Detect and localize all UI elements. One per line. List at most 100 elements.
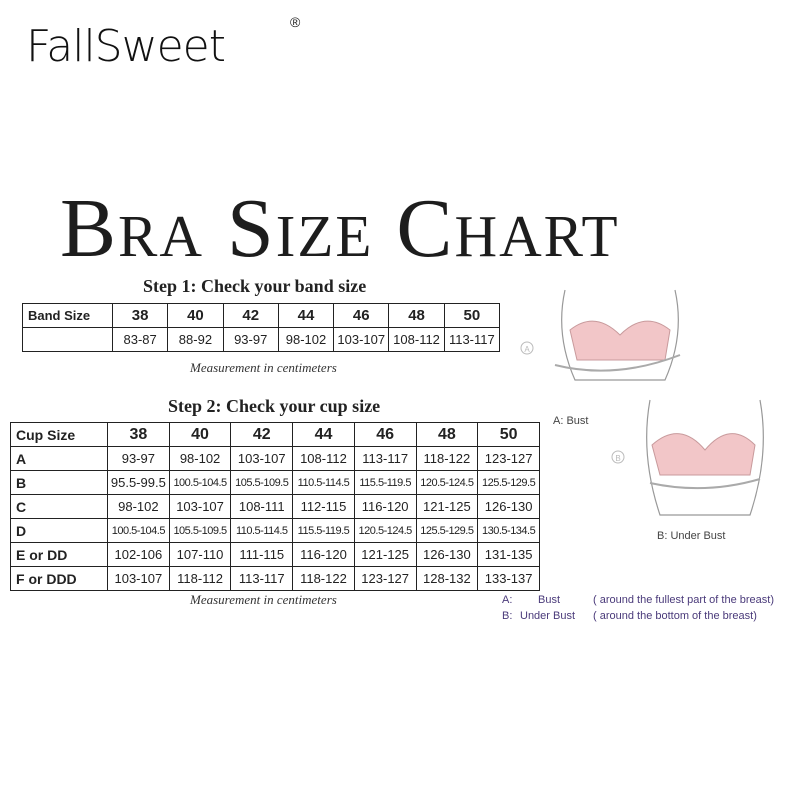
- footnote-desc: ( around the bottom of the breast): [593, 610, 757, 622]
- footnote-key: A:: [502, 594, 513, 606]
- size-cell: 46: [353, 422, 417, 447]
- marker-b: B: [615, 454, 620, 463]
- size-cell: 42: [222, 303, 279, 328]
- empty-cell: [22, 327, 113, 352]
- value-cell: 126-130: [477, 494, 540, 519]
- table-row: B 95.5-99.5 100.5-104.5 105.5-109.5 110.5-11…: [10, 470, 540, 495]
- value-cell: 98-102: [107, 494, 170, 519]
- size-cell: 44: [277, 303, 335, 328]
- value-cell: 105.5-109.5: [168, 518, 232, 543]
- value-cell: 110.5-114.5: [292, 470, 355, 495]
- step1-note: Measurement in centimeters: [190, 360, 337, 375]
- size-cell: 38: [111, 303, 169, 328]
- band-size-table: Band Size 38 40 42 44 46 48 50 83-87 88-…: [22, 303, 501, 352]
- footnote-a: A: Bust ( around the fullest part of the b…: [502, 594, 774, 607]
- value-cell: 108-111: [230, 494, 294, 519]
- cup-label: E or DD: [10, 542, 108, 567]
- value-cell: 126-130: [415, 542, 479, 567]
- table-row: Band Size 38 40 42 44 46 48 50: [22, 303, 501, 328]
- size-cell: 50: [477, 422, 540, 447]
- value-cell: 113-117: [353, 446, 417, 471]
- footnote-desc: ( around the fullest part of the breast): [593, 594, 774, 606]
- value-cell: 108-112: [292, 446, 355, 471]
- cup-label: B: [10, 470, 108, 495]
- value-cell: 107-110: [168, 542, 232, 567]
- value-cell: 118-122: [292, 566, 355, 591]
- size-cell: 46: [333, 303, 390, 328]
- value-cell: 111-115: [230, 542, 294, 567]
- step1-heading: Step 1: Check your band size: [143, 276, 367, 296]
- cup-label: A: [10, 446, 108, 471]
- value-cell: 103-107: [230, 446, 294, 471]
- under-bust-illustration: B: [611, 399, 764, 516]
- value-cell: 116-120: [292, 542, 355, 567]
- value-cell: 95.5-99.5: [107, 470, 170, 495]
- size-cell: 40: [167, 303, 224, 328]
- header-label: Cup Size: [10, 422, 108, 447]
- footnote-key: B:: [502, 610, 513, 622]
- value-cell: 98-102: [277, 327, 335, 352]
- step2-note: Measurement in centimeters: [190, 592, 337, 607]
- value-cell: 120.5-124.5: [353, 518, 417, 543]
- size-cell: 48: [415, 422, 479, 447]
- registered-mark: ®: [290, 14, 301, 30]
- size-cell: 48: [388, 303, 445, 328]
- value-cell: 115.5-119.5: [292, 518, 355, 543]
- table-row: F or DDD 103-107 118-112 113-117 118-122 123-…: [10, 566, 540, 591]
- value-cell: 102-106: [107, 542, 170, 567]
- under-bust-label: B: Under Bust: [657, 530, 726, 542]
- value-cell: 100.5-104.5: [107, 518, 170, 543]
- value-cell: 121-125: [353, 542, 417, 567]
- table-row: Cup Size 38 40 42 44 46 48 50: [10, 422, 540, 447]
- table-row: E or DD 102-106 107-110 111-115 116-120 121-1…: [10, 542, 540, 567]
- cup-size-table: Cup Size 38 40 42 44 46 48 50 A 93-97 98-102 103-10…: [10, 422, 540, 591]
- value-cell: 105.5-109.5: [230, 470, 294, 495]
- cup-label: C: [10, 494, 108, 519]
- value-cell: 115.5-119.5: [353, 470, 417, 495]
- value-cell: 113-117: [443, 327, 501, 352]
- size-cell: 42: [230, 422, 294, 447]
- value-cell: 131-135: [477, 542, 540, 567]
- value-cell: 103-107: [107, 566, 170, 591]
- size-cell: 50: [443, 303, 501, 328]
- size-cell: 38: [107, 422, 170, 447]
- value-cell: 130.5-134.5: [477, 518, 540, 543]
- table-row: D 100.5-104.5 105.5-109.5 110.5-114.5 115.5-…: [10, 518, 540, 543]
- value-cell: 125.5-129.5: [477, 470, 540, 495]
- value-cell: 108-112: [388, 327, 445, 352]
- value-cell: 83-87: [111, 327, 169, 352]
- value-cell: 123-127: [353, 566, 417, 591]
- bust-label: A: Bust: [553, 415, 589, 427]
- cup-label: D: [10, 518, 108, 543]
- footnote-term: Under Bust: [520, 610, 576, 622]
- footnote-term: Bust: [538, 594, 561, 606]
- value-cell: 120.5-124.5: [415, 470, 479, 495]
- value-cell: 113-117: [230, 566, 294, 591]
- value-cell: 118-122: [415, 446, 479, 471]
- footnote-b: B: Under Bust ( around the bottom of the b…: [502, 610, 757, 623]
- value-cell: 133-137: [477, 566, 540, 591]
- table-row: A 93-97 98-102 103-107 108-112 113-117 118-122…: [10, 446, 540, 471]
- table-row: C 98-102 103-107 108-111 112-115 116-120 121-1…: [10, 494, 540, 519]
- bust-illustration: A: [520, 289, 681, 381]
- value-cell: 125.5-129.5: [415, 518, 479, 543]
- value-cell: 116-120: [353, 494, 417, 519]
- marker-a: A: [524, 345, 530, 354]
- value-cell: 103-107: [168, 494, 232, 519]
- value-cell: 100.5-104.5: [168, 470, 232, 495]
- value-cell: 110.5-114.5: [230, 518, 294, 543]
- table-row: 83-87 88-92 93-97 98-102 103-107 108-112…: [22, 327, 501, 352]
- value-cell: 118-112: [168, 566, 232, 591]
- value-cell: 123-127: [477, 446, 540, 471]
- brand-logo: FallSweet: [26, 21, 226, 72]
- step2-heading: Step 2: Check your cup size: [168, 396, 381, 416]
- value-cell: 93-97: [222, 327, 279, 352]
- value-cell: 103-107: [333, 327, 390, 352]
- cup-label: F or DDD: [10, 566, 108, 591]
- value-cell: 112-115: [292, 494, 355, 519]
- value-cell: 93-97: [107, 446, 170, 471]
- page-title: Bra Size Chart: [60, 182, 620, 275]
- value-cell: 98-102: [168, 446, 232, 471]
- row-label: Band Size: [22, 303, 113, 328]
- value-cell: 121-125: [415, 494, 479, 519]
